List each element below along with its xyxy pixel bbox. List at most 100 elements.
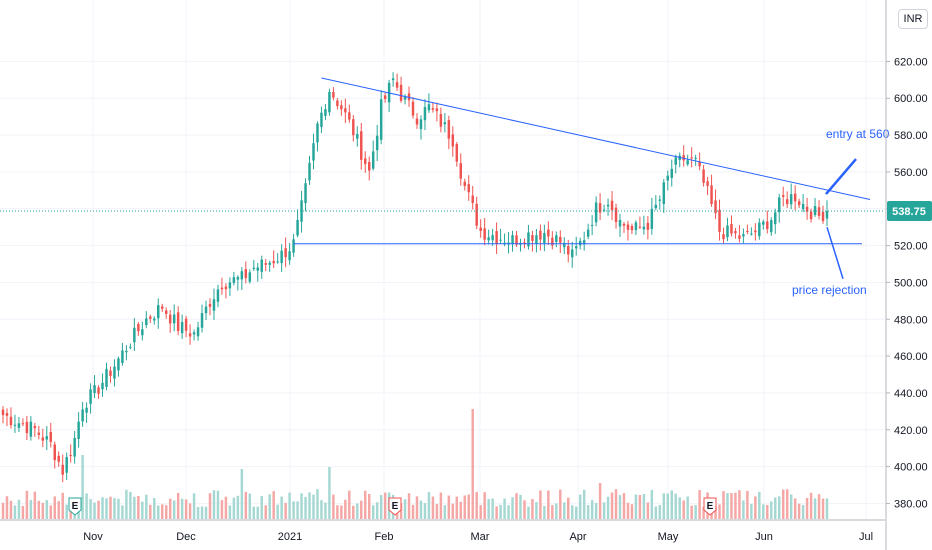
- candle-body: [415, 118, 419, 125]
- last-price-tag[interactable]: [887, 201, 932, 222]
- volume-bar: [21, 505, 25, 519]
- candle-body: [403, 97, 407, 100]
- candle-body: [49, 432, 53, 442]
- volume-bar: [702, 506, 705, 519]
- candle-body: [276, 261, 279, 263]
- volume-bar: [200, 506, 204, 519]
- volume-bar: [145, 494, 148, 519]
- earnings-marker-icon[interactable]: [68, 497, 82, 516]
- earnings-marker-icon[interactable]: [388, 497, 402, 516]
- candle-body: [487, 237, 490, 241]
- volume-bar: [507, 505, 510, 519]
- volume-bar: [224, 496, 228, 519]
- volume-bar: [610, 492, 614, 519]
- volume-bar: [204, 506, 208, 519]
- candle-body: [766, 221, 769, 230]
- candle-body: [65, 456, 68, 473]
- candle-body: [344, 108, 347, 113]
- candle-body: [256, 267, 259, 271]
- candle-body: [551, 237, 554, 246]
- volume-bar: [682, 500, 685, 519]
- candle-body: [29, 421, 33, 437]
- volume-bar: [459, 501, 463, 519]
- volume-bar: [777, 496, 781, 519]
- volume-bar: [574, 506, 578, 519]
- candle-body: [698, 161, 701, 167]
- volume-bar: [638, 494, 642, 519]
- candle-body: [280, 250, 283, 264]
- volume-bar: [698, 490, 701, 519]
- volume-bar: [491, 498, 494, 519]
- candle-body: [527, 232, 530, 247]
- volume-bar: [658, 505, 662, 519]
- candle-body: [730, 223, 733, 234]
- candle-body: [610, 200, 614, 211]
- candle-body: [511, 235, 514, 245]
- candle-body: [594, 202, 598, 223]
- volume-bar: [81, 455, 84, 519]
- candle-body: [435, 108, 439, 112]
- volume-bar: [228, 505, 232, 519]
- volume-bar: [555, 503, 558, 519]
- volume-bar: [781, 489, 785, 519]
- candle-body: [81, 409, 84, 422]
- trendline[interactable]: [321, 77, 871, 201]
- candle-body: [157, 305, 160, 319]
- candle-body: [539, 230, 542, 240]
- y-tick-label: 500.00: [894, 277, 928, 289]
- earnings-marker-icon[interactable]: [703, 497, 717, 516]
- candle-body: [606, 204, 610, 207]
- volume-bar: [312, 494, 315, 519]
- volume-bar: [383, 492, 387, 519]
- candle-body: [762, 221, 765, 225]
- candle-body: [252, 267, 256, 269]
- drawing-lines[interactable]: [0, 77, 885, 245]
- volume-bar: [292, 501, 295, 519]
- candle-body: [471, 195, 474, 204]
- volume-bar: [113, 498, 116, 519]
- x-tick-label: Nov: [83, 531, 103, 543]
- volume-bar: [9, 500, 13, 519]
- candle-body: [336, 100, 339, 107]
- volume-bar: [308, 492, 311, 519]
- volume-bar: [722, 491, 725, 519]
- volume-bar: [734, 492, 737, 519]
- volume-bar: [296, 501, 299, 519]
- volume-bar: [606, 496, 610, 519]
- volume-bar: [172, 500, 176, 519]
- volume-bar: [371, 505, 375, 519]
- candle-body: [300, 200, 303, 222]
- candle-body: [598, 203, 602, 213]
- volume-bar: [654, 506, 658, 519]
- candle-body: [801, 203, 805, 210]
- price-axis[interactable]: 380.00 400.00 420.00 440.00 460.00 480.00 500.…: [885, 0, 932, 550]
- volume-bar: [324, 502, 327, 519]
- x-tick-label: Apr: [569, 531, 586, 543]
- volume-bar: [17, 499, 21, 519]
- candle-body: [634, 222, 638, 231]
- volume-bar: [133, 496, 136, 519]
- candle-body: [734, 231, 737, 234]
- candle-body: [77, 421, 80, 439]
- candle-body: [750, 233, 753, 235]
- volume-bar: [793, 498, 797, 519]
- candle-body: [738, 235, 741, 239]
- currency-badge[interactable]: INR: [898, 9, 928, 29]
- candle-body: [176, 312, 180, 331]
- volume-bar: [37, 500, 41, 519]
- time-axis[interactable]: Nov Dec 2021 Feb Mar Apr May Jun Jul: [0, 519, 885, 543]
- candle-body: [642, 226, 646, 230]
- volume-bar: [563, 502, 566, 519]
- volume-bar: [49, 505, 53, 519]
- candle-body: [483, 228, 486, 240]
- volume-bar: [614, 489, 618, 519]
- candle-body: [459, 163, 463, 179]
- volume-bar: [141, 501, 144, 519]
- volume-bar: [45, 500, 49, 519]
- volume-bar: [630, 504, 634, 519]
- candle-body: [105, 368, 108, 387]
- volume-bar: [129, 491, 132, 519]
